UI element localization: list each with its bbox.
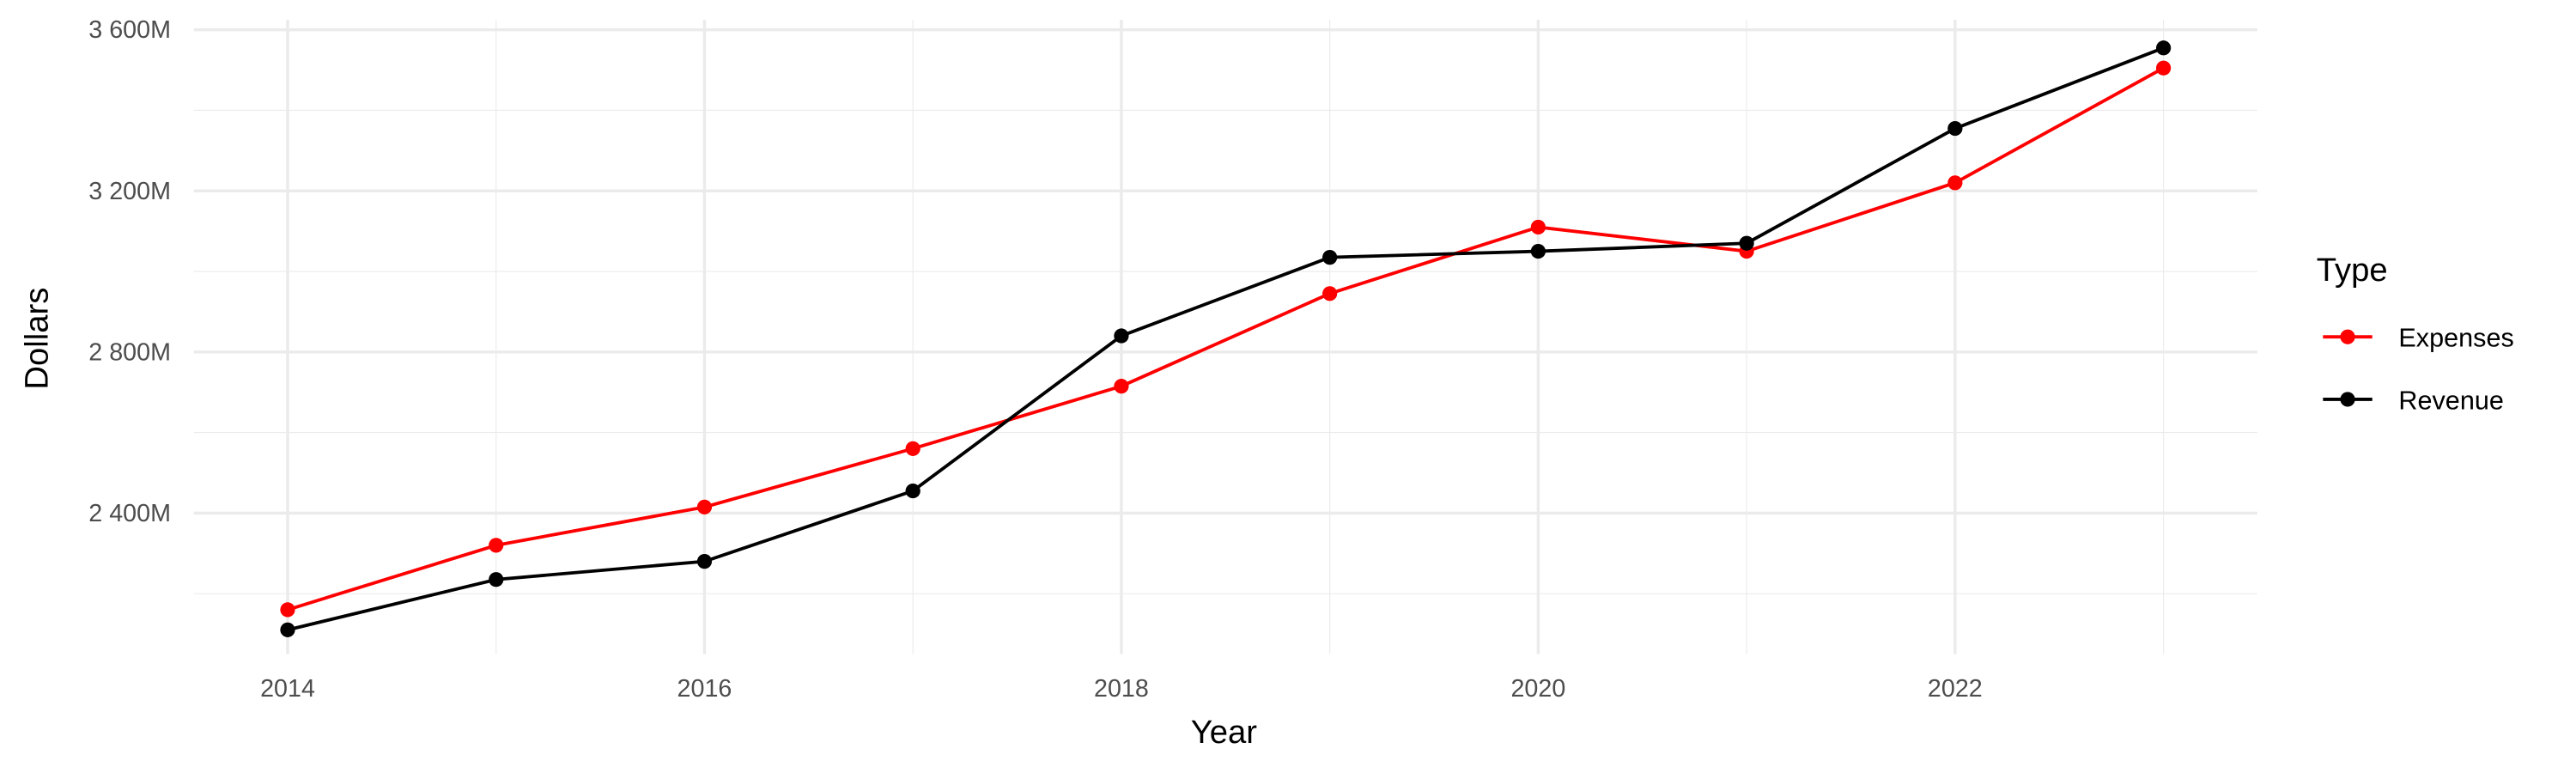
plot	[280, 40, 2172, 637]
data-point	[1739, 235, 1754, 251]
x-tick-label: 2018	[1094, 675, 1149, 703]
series-line	[287, 66, 2165, 612]
data-point	[1322, 250, 1338, 265]
data-point	[905, 483, 920, 499]
x-axis-title: Year	[1191, 714, 1258, 751]
data-point	[1114, 379, 1129, 394]
grid	[193, 19, 2257, 654]
data-point	[489, 538, 504, 553]
data-point	[1947, 120, 1963, 137]
data-point	[1322, 286, 1338, 301]
legend-marker	[2340, 329, 2355, 344]
legend-marker	[2340, 392, 2355, 407]
data-point	[489, 572, 504, 587]
data-point	[696, 499, 713, 514]
legend-text: Revenue	[2398, 386, 2504, 415]
x-tick-label: 2020	[1510, 675, 1565, 703]
data-point	[280, 602, 295, 618]
y-tick-label: 3 600M	[88, 16, 171, 44]
legend-title: Type	[2317, 252, 2388, 289]
data-point	[2155, 60, 2172, 76]
x-tick-label: 2022	[1928, 675, 1983, 703]
y-tick-label: 2 800M	[88, 338, 171, 366]
data-point	[280, 622, 295, 637]
data-point	[2155, 40, 2172, 56]
y-axis-title: Dollars	[18, 288, 55, 390]
data-point	[905, 441, 920, 456]
data-point	[1530, 219, 1546, 235]
data-point	[1530, 243, 1546, 259]
series-line	[287, 46, 2165, 632]
data-point	[696, 554, 713, 569]
y-tick-label: 2 400M	[88, 500, 171, 527]
x-tick-label: 2014	[260, 675, 315, 703]
data-point	[1947, 175, 1963, 191]
y-tick-label: 3 200M	[88, 178, 171, 205]
data-point	[1114, 328, 1129, 344]
x-tick-label: 2016	[677, 675, 732, 703]
legend-text: Expenses	[2398, 324, 2513, 353]
